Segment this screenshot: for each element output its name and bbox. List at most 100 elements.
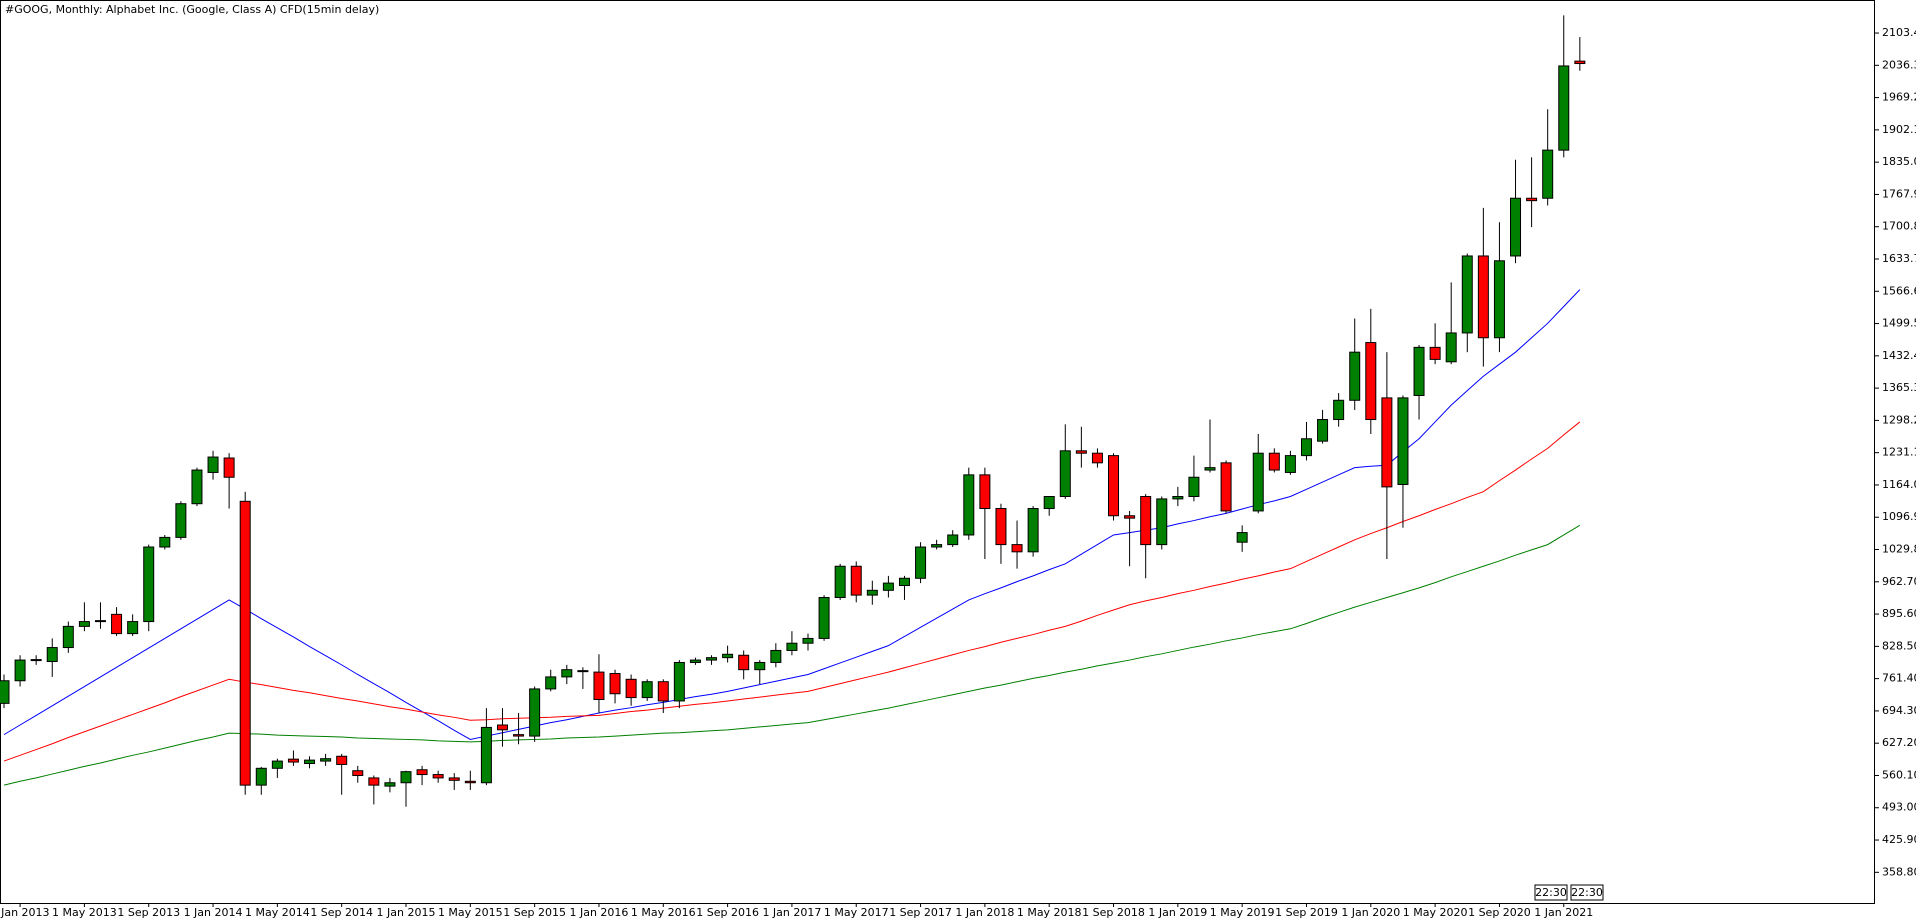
x-tick-label: 1 Sep 2018 [1082,906,1145,919]
y-tick-label: 962.70 [1882,575,1916,588]
candle-body [722,653,734,659]
candle-body [1333,399,1345,421]
candle-body [1413,346,1425,396]
candle-body [46,647,58,663]
candle-body [529,688,541,737]
x-tick-label: 1 Jan 2013 [0,906,50,919]
candle-body [1445,332,1457,363]
candle-body [1075,450,1087,454]
candle-body [1477,255,1489,339]
candle-body [0,680,10,704]
candle-body [448,777,460,781]
candle-body [191,469,203,505]
plot-frame [0,0,1875,904]
candle-body [1091,452,1103,464]
candle-body [513,734,525,737]
candle-body [1204,467,1216,471]
x-tick-label: 1 May 2017 [824,906,889,919]
candle-body [673,661,685,702]
y-tick-label: 560.10 [1882,768,1916,781]
candle-body [384,782,396,787]
candle-body [62,625,74,649]
candle-body [432,774,444,779]
candle-body [352,770,364,777]
candle-body [1493,260,1505,339]
candle-body [1300,438,1312,457]
x-tick-label: 1 Jan 2019 [1148,906,1207,919]
candle-body [1172,495,1184,500]
candle-body [963,474,975,536]
candle-body [802,637,814,644]
candle-body [159,536,171,548]
time-marker: 22:30 [1535,886,1567,899]
candle-body [1236,532,1248,543]
candle-body [1381,397,1393,488]
y-tick-label: 1096.90 [1882,510,1916,523]
candle-body [738,654,750,671]
candle-body [400,771,412,784]
y-tick-label: 627.20 [1882,736,1916,749]
candle-body [1510,197,1522,257]
candle-body [706,657,718,661]
candle-body [625,678,637,699]
candle-body [1526,197,1538,202]
y-tick-label: 1432.40 [1882,349,1916,362]
time-marker: 22:30 [1571,886,1603,899]
candle-body [609,673,621,695]
candle-body [207,456,219,473]
candle-body [255,767,267,786]
x-tick-label: 1 Sep 2014 [310,906,373,919]
y-tick-label: 1969.20 [1882,91,1916,104]
candle-body [271,760,283,769]
candle-body [320,758,332,762]
candle-body [1108,455,1120,517]
y-tick-label: 1499.50 [1882,317,1916,330]
candle-body [1349,351,1361,401]
candle-body [1252,452,1264,512]
x-tick-label: 1 Jan 2017 [762,906,821,919]
x-tick-label: 1 Jan 2021 [1534,906,1593,919]
candle-body [1542,149,1554,199]
candle-body [1011,544,1023,553]
y-tick-label: 2103.40 [1882,26,1916,39]
candle-body [1284,455,1296,473]
candle-body [689,659,701,663]
candle-body [882,582,894,591]
candle-body [1124,515,1136,519]
candle-body [1027,508,1039,553]
candle-body [175,503,187,538]
candle-body [127,621,139,635]
candle-body [1558,65,1570,151]
candle-body [657,681,669,702]
x-tick-label: 1 Jan 2020 [1341,906,1400,919]
x-tick-label: 1 Jan 2018 [955,906,1014,919]
candle-body [304,759,316,764]
chart-title: #GOOG, Monthly: Alphabet Inc. (Google, C… [5,3,379,16]
y-tick-label: 1164.00 [1882,478,1916,491]
candle-body [368,777,380,786]
x-tick-label: 1 Sep 2013 [117,906,180,919]
y-tick-label: 1029.80 [1882,543,1916,556]
x-tick-label: 1 Sep 2017 [889,906,952,919]
candle-body [94,620,106,623]
x-tick-label: 1 May 2020 [1403,906,1468,919]
x-tick-label: 1 May 2014 [245,906,310,919]
candle-body [979,474,991,510]
y-tick-label: 694.30 [1882,704,1916,717]
y-tick-label: 1365.30 [1882,381,1916,394]
candle-body [30,659,42,662]
candle-body [1156,498,1168,546]
candle-body [754,661,766,671]
candle-body [931,544,943,548]
candle-body [995,508,1007,546]
candle-body [818,597,830,639]
x-tick-label: 1 May 2015 [438,906,503,919]
candle-body [223,457,235,478]
candle-body [561,669,573,678]
x-tick-label: 1 Jan 2014 [184,906,243,919]
x-tick-label: 1 May 2016 [631,906,696,919]
candle-body [143,546,155,623]
y-tick-label: 358.80 [1882,865,1916,878]
candle-body [1059,450,1071,497]
